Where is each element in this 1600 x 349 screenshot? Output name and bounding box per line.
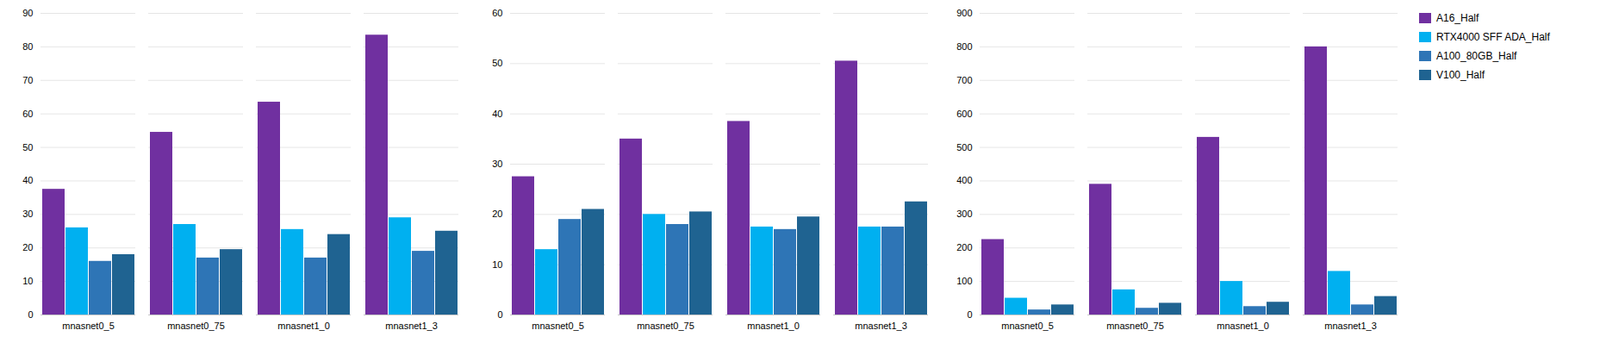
svg-text:10: 10	[491, 259, 503, 270]
svg-text:0: 0	[497, 309, 503, 320]
svg-text:mnasnet0_75: mnasnet0_75	[167, 320, 225, 331]
svg-text:mnasnet0_75: mnasnet0_75	[1106, 320, 1165, 331]
svg-text:100: 100	[956, 275, 972, 287]
svg-text:50: 50	[491, 57, 503, 69]
svg-text:20: 20	[22, 242, 33, 253]
svg-text:30: 30	[491, 158, 503, 169]
svg-text:700: 700	[956, 74, 972, 86]
svg-text:500: 500	[956, 142, 972, 153]
svg-text:mnasnet1_3: mnasnet1_3	[1324, 320, 1377, 331]
svg-text:mnasnet1_0: mnasnet1_0	[747, 320, 800, 331]
svg-text:200: 200	[956, 242, 972, 253]
svg-text:10: 10	[22, 275, 33, 287]
svg-text:mnasnet1_0: mnasnet1_0	[1216, 320, 1270, 331]
svg-text:0: 0	[966, 309, 972, 320]
svg-text:60: 60	[491, 7, 503, 19]
svg-text:600: 600	[956, 108, 972, 119]
svg-text:40: 40	[22, 174, 33, 186]
html-text:A16_Half: A16_Half	[1436, 12, 1479, 25]
svg-text:90: 90	[22, 7, 33, 19]
svg-text:0: 0	[27, 309, 33, 320]
svg-text:mnasnet1_3: mnasnet1_3	[385, 320, 438, 331]
svg-text:50: 50	[22, 142, 33, 153]
svg-text:mnasnet0_5: mnasnet0_5	[531, 320, 585, 331]
svg-text:800: 800	[956, 41, 972, 52]
svg-text:mnasnet0_75: mnasnet0_75	[636, 320, 695, 331]
svg-text:60: 60	[22, 108, 33, 119]
svg-text:mnasnet0_5: mnasnet0_5	[62, 320, 115, 331]
svg-text:20: 20	[491, 208, 503, 219]
svg-text:400: 400	[956, 174, 972, 186]
svg-text:mnasnet1_0: mnasnet1_0	[277, 320, 330, 331]
svg-text:70: 70	[22, 74, 33, 86]
svg-text:40: 40	[491, 108, 503, 119]
svg-text:30: 30	[22, 208, 33, 219]
svg-text:80: 80	[22, 41, 33, 52]
html-text:RTX4000 SFF ADA_Half: RTX4000 SFF ADA_Half	[1436, 31, 1550, 44]
svg-text:mnasnet0_5: mnasnet0_5	[1001, 320, 1054, 331]
svg-text:mnasnet1_3: mnasnet1_3	[854, 320, 908, 331]
svg-text:300: 300	[956, 208, 972, 219]
html-text:V100_Half: V100_Half	[1436, 68, 1485, 81]
svg-text:900: 900	[956, 7, 972, 19]
html-text:A100_80GB_Half: A100_80GB_Half	[1436, 49, 1517, 63]
